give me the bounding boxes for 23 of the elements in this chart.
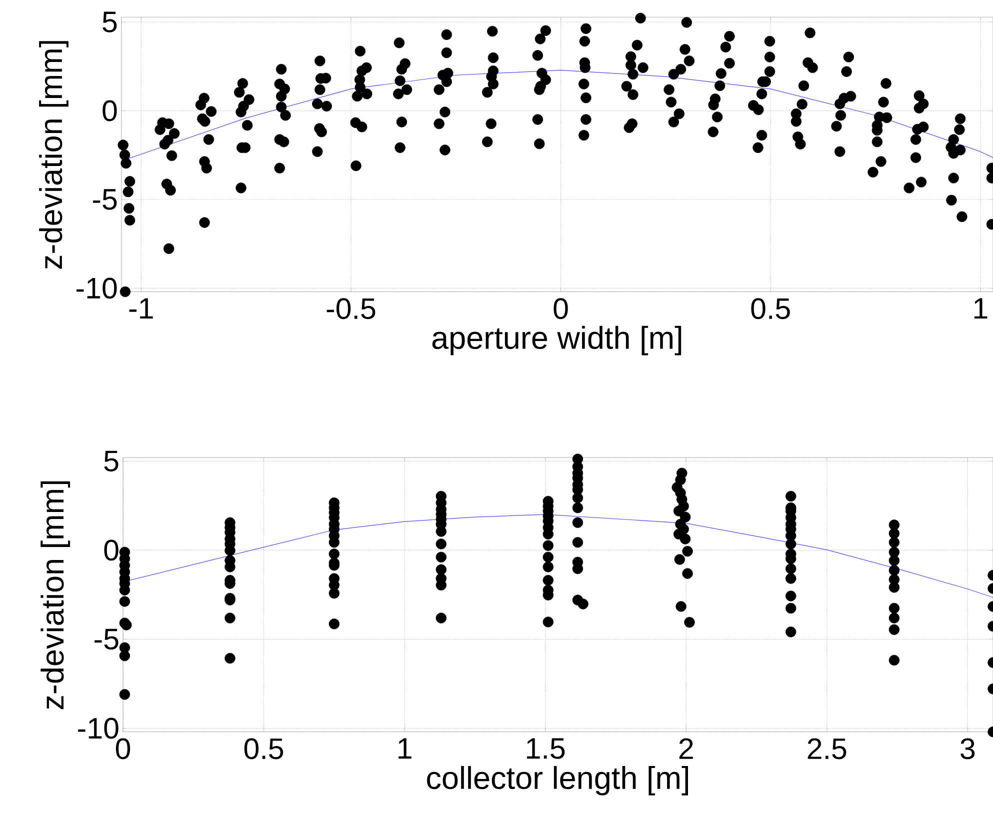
- y-tick-label: 0: [104, 540, 118, 561]
- y-tick-label: -10: [78, 718, 118, 739]
- x-tick-label: 1.5: [527, 738, 565, 759]
- y-tick-label: -5: [92, 189, 117, 210]
- x-tick-label: 2: [679, 738, 693, 759]
- x-axis-title: collector length [m]: [427, 766, 688, 796]
- x-tick-label: -0.5: [326, 298, 376, 320]
- x-tick-label: 3: [960, 738, 975, 760]
- y-tick-label: 5: [102, 12, 117, 32]
- x-axis-title: aperture width [m]: [432, 326, 682, 356]
- x-tick-label: 1: [974, 298, 988, 319]
- y-tick-label: -10: [76, 278, 117, 299]
- y-tick-label: 5: [104, 450, 118, 472]
- x-tick-label: 0.5: [751, 298, 790, 320]
- y-tick-label: 0: [102, 100, 117, 122]
- x-tick-label: 1: [398, 738, 412, 759]
- x-tick-label: 2.5: [808, 738, 846, 760]
- y-axis-title: z-deviation [mm]: [39, 41, 68, 269]
- y-axis-title: z-deviation [mm]: [40, 481, 70, 710]
- x-tick-label: 0: [554, 298, 568, 320]
- x-tick-label: -1: [129, 298, 153, 319]
- x-tick-label: 0.5: [244, 738, 284, 760]
- y-tick-label: -5: [94, 628, 118, 650]
